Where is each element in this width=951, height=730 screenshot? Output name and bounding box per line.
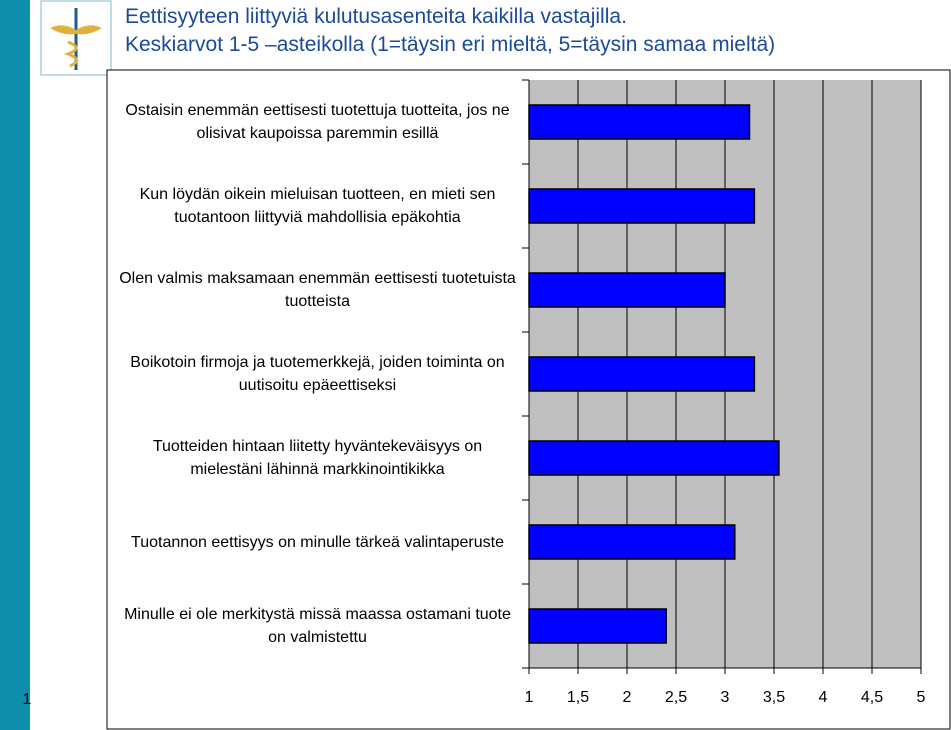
bar bbox=[528, 608, 667, 644]
bar bbox=[528, 188, 756, 224]
slide-number: 1 bbox=[23, 691, 32, 708]
x-tick-label: 2 bbox=[623, 689, 632, 706]
x-tick-label: 4,5 bbox=[861, 689, 883, 706]
bar bbox=[528, 440, 780, 476]
y-tick-label: Tuotannon eettisyys on minulle tärkeä va… bbox=[131, 533, 504, 551]
bar bbox=[528, 356, 756, 392]
side-strip bbox=[0, 0, 30, 730]
y-tick-label: Kun löydän oikein mieluisan tuotteen, en… bbox=[139, 186, 496, 226]
y-tick-label: Olen valmis maksamaan enemmän eettisesti… bbox=[119, 270, 516, 310]
y-tick-label: Boikotoin firmoja ja tuotemerkkejä, joid… bbox=[130, 354, 505, 394]
x-tick-label: 5 bbox=[917, 689, 926, 706]
bar bbox=[528, 104, 751, 140]
y-tick-label: Tuotteiden hintaan liitetty hyväntekeväi… bbox=[152, 438, 483, 478]
y-tick-label: Minulle ei ole merkitystä missä maassa o… bbox=[124, 606, 511, 646]
bar bbox=[528, 524, 736, 560]
y-tick-label: Ostaisin enemmän eettisesti tuotettuja t… bbox=[125, 102, 510, 142]
logo bbox=[40, 0, 112, 76]
chart-title: Eettisyyteen liittyviä kulutusasenteita … bbox=[125, 5, 627, 28]
x-tick-label: 4 bbox=[819, 689, 828, 706]
bar bbox=[528, 272, 726, 308]
x-tick-label: 2,5 bbox=[665, 689, 687, 706]
chart-subtitle: Keskiarvot 1-5 –asteikolla (1=täysin eri… bbox=[125, 33, 776, 56]
x-tick-label: 1 bbox=[525, 689, 534, 706]
x-tick-label: 3,5 bbox=[763, 689, 785, 706]
x-tick-label: 1,5 bbox=[567, 689, 589, 706]
x-tick-label: 3 bbox=[721, 689, 730, 706]
